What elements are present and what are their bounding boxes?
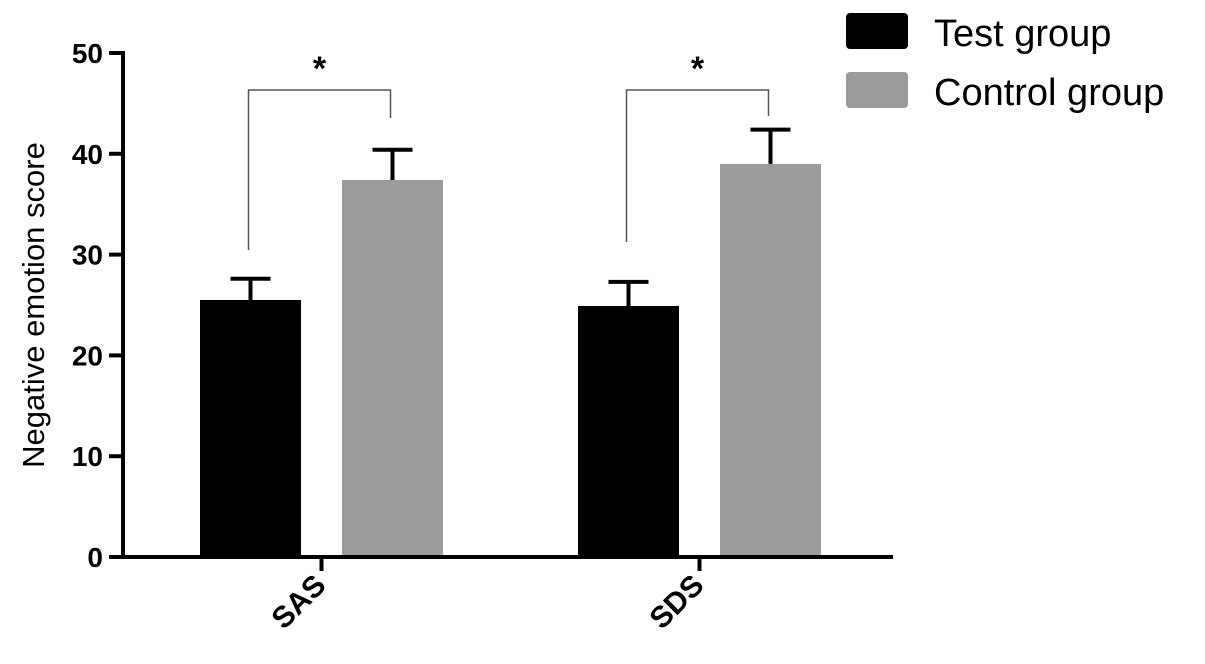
bar-sas-control [342, 180, 443, 557]
significance-bracket-sds [625, 89, 770, 242]
significance-marker-sas: * [313, 50, 327, 88]
y-axis-label: Negative emotion score [16, 142, 51, 468]
bar-sas-test [200, 299, 301, 557]
y-tick-label-20: 20 [72, 340, 103, 371]
legend-swatch-test [846, 13, 908, 49]
legend: Test group Control group [846, 13, 1164, 114]
y-tick-label-10: 10 [72, 441, 103, 472]
bar-sds-test [578, 306, 679, 557]
x-tick-label-sds: SDS [643, 569, 710, 636]
significance-bracket-sas [247, 89, 392, 250]
legend-label-test: Test group [934, 13, 1111, 55]
significance-layer: * * [247, 50, 770, 250]
bar-sds-control [720, 163, 821, 557]
y-tick-label-0: 0 [87, 542, 103, 573]
legend-swatch-control [846, 72, 908, 108]
significance-marker-sds: * [691, 50, 705, 88]
y-tick-label-50: 50 [72, 38, 103, 69]
x-tick-label-sas: SAS [265, 569, 332, 636]
bars-layer [200, 163, 821, 557]
legend-label-control: Control group [934, 72, 1164, 114]
error-bars-layer [230, 127, 791, 307]
y-tick-label-40: 40 [72, 139, 103, 170]
y-tick-label-30: 30 [72, 240, 103, 271]
